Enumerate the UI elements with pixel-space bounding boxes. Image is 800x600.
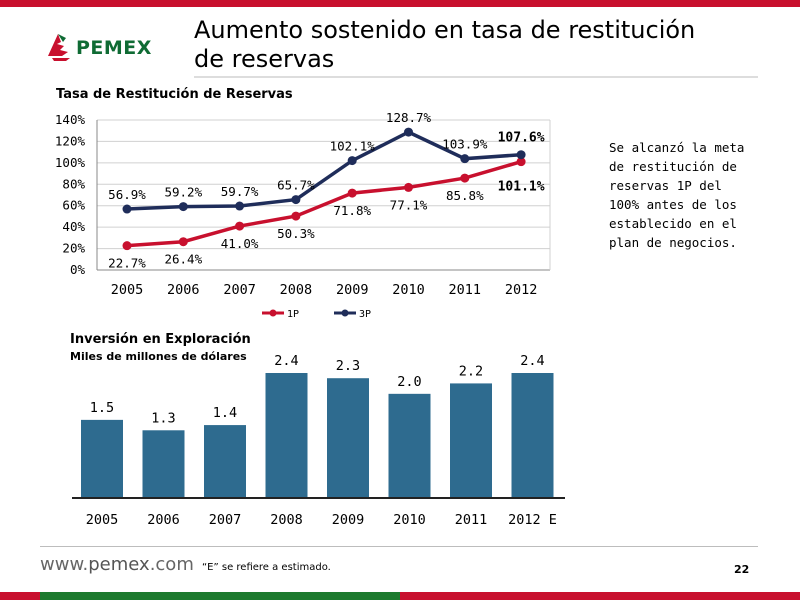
x-tick-label: 2008 bbox=[270, 512, 303, 528]
bar-value-label: 2.4 bbox=[274, 353, 298, 369]
reserves-chart-title: Tasa de Restitución de Reservas bbox=[56, 87, 293, 102]
bar bbox=[142, 430, 185, 498]
bar bbox=[81, 419, 123, 498]
data-label-3P: 102.1% bbox=[330, 139, 376, 154]
investment-chart-title: Inversión en Exploración bbox=[70, 332, 251, 347]
legend-swatch-marker bbox=[269, 309, 277, 317]
footer-url[interactable]: www.pemex.com bbox=[40, 554, 194, 575]
legend-label: 1P bbox=[287, 309, 299, 320]
data-label-1P: 85.8% bbox=[446, 188, 484, 203]
data-label-1P: 101.1% bbox=[498, 180, 545, 195]
y-tick-label: 20% bbox=[62, 241, 85, 256]
x-tick-label: 2011 bbox=[449, 282, 482, 298]
investment-chart-subtitle: Miles de millones de dólares bbox=[70, 350, 247, 363]
data-label-3P: 107.6% bbox=[498, 131, 545, 146]
data-label-1P: 77.1% bbox=[390, 197, 428, 212]
x-tick-label: 2006 bbox=[147, 512, 180, 528]
y-tick-label: 80% bbox=[62, 176, 85, 191]
bar bbox=[450, 383, 492, 498]
x-tick-label: 2007 bbox=[209, 512, 242, 528]
investment-bar-chart: 1.5 2005 1.3 2006 1.4 2007 2.4 2008 2.3 2009 2.0 20… bbox=[72, 353, 565, 528]
data-point-3P bbox=[235, 201, 245, 211]
x-tick-label: 2010 bbox=[393, 512, 426, 528]
data-label-1P: 41.0% bbox=[221, 236, 259, 251]
brand-name: PEMEX bbox=[76, 37, 152, 59]
note-text: Se alcanzó la meta de restitución de res… bbox=[609, 140, 745, 250]
data-point-3P bbox=[516, 150, 526, 160]
x-tick-label: 2008 bbox=[280, 282, 313, 298]
x-tick-label: 2012 bbox=[505, 282, 538, 298]
title-divider bbox=[194, 76, 758, 78]
pemex-logo: PEMEX bbox=[44, 28, 184, 68]
y-tick-label: 140% bbox=[55, 112, 86, 127]
data-point-3P bbox=[122, 204, 132, 214]
bar bbox=[327, 378, 369, 498]
x-tick-label: 2009 bbox=[336, 282, 369, 298]
bar bbox=[388, 393, 431, 498]
bar bbox=[204, 425, 246, 498]
data-point-1P bbox=[178, 237, 188, 247]
data-label-3P: 56.9% bbox=[108, 187, 146, 202]
data-label-3P: 59.2% bbox=[164, 185, 202, 200]
data-label-3P: 128.7% bbox=[386, 110, 432, 125]
legend-swatch-marker bbox=[341, 309, 349, 317]
page-number: 22 bbox=[734, 563, 750, 576]
y-tick-label: 120% bbox=[55, 133, 86, 148]
footer-divider bbox=[40, 546, 758, 547]
data-label-3P: 59.7% bbox=[221, 184, 259, 199]
pemex-eagle-icon bbox=[48, 34, 70, 61]
series-line-1P bbox=[126, 159, 522, 248]
bar-value-label: 1.4 bbox=[213, 405, 237, 421]
y-tick-label: 60% bbox=[62, 198, 85, 213]
y-tick-label: 40% bbox=[62, 219, 85, 234]
bottom-accent-bar bbox=[0, 592, 800, 600]
bar bbox=[265, 373, 308, 498]
data-label-1P: 26.4% bbox=[164, 252, 202, 267]
footnote: “E” se refiere a estimado. bbox=[202, 562, 331, 573]
data-label-1P: 50.3% bbox=[277, 226, 315, 241]
x-tick-label: 2005 bbox=[111, 282, 144, 298]
bottom-green-bar bbox=[40, 592, 400, 600]
data-point-3P bbox=[404, 127, 413, 137]
data-label-1P: 22.7% bbox=[108, 256, 146, 271]
y-tick-label: 100% bbox=[55, 155, 86, 170]
x-tick-label: 2010 bbox=[392, 282, 425, 298]
data-label-1P: 71.8% bbox=[333, 203, 371, 218]
x-tick-label: 2005 bbox=[86, 512, 119, 528]
bar-value-label: 1.3 bbox=[151, 410, 175, 426]
legend-label: 3P bbox=[359, 309, 371, 320]
bar-value-label: 2.3 bbox=[336, 358, 360, 374]
bar bbox=[511, 373, 554, 498]
x-tick-label: 2007 bbox=[223, 282, 256, 298]
bar-value-label: 2.0 bbox=[397, 374, 421, 390]
x-tick-label: 2012 E bbox=[508, 512, 557, 528]
data-point-3P bbox=[291, 195, 301, 205]
data-label-3P: 65.7% bbox=[277, 178, 315, 193]
data-point-1P bbox=[460, 173, 470, 183]
bar-value-label: 2.2 bbox=[459, 363, 483, 379]
data-point-1P bbox=[235, 221, 245, 231]
x-tick-label: 2009 bbox=[332, 512, 365, 528]
data-point-1P bbox=[291, 211, 301, 221]
bar-value-label: 1.5 bbox=[90, 400, 114, 416]
data-point-3P bbox=[460, 154, 470, 164]
page-title: Aumento sostenido en tasa de restitución… bbox=[194, 16, 696, 73]
series-line-3P bbox=[126, 130, 522, 211]
data-point-3P bbox=[178, 202, 188, 212]
top-accent-bar bbox=[0, 0, 800, 7]
x-tick-label: 2006 bbox=[167, 282, 200, 298]
data-point-1P bbox=[516, 157, 526, 167]
data-label-3P: 103.9% bbox=[442, 137, 488, 152]
bar-value-label: 2.4 bbox=[520, 353, 544, 369]
data-point-1P bbox=[122, 241, 132, 251]
x-tick-label: 2011 bbox=[455, 512, 488, 528]
data-point-1P bbox=[404, 182, 413, 192]
y-tick-label: 0% bbox=[70, 262, 86, 277]
data-point-3P bbox=[347, 156, 357, 166]
reserves-line-chart: 0% 20% 40% 60% 80% 100% 120% 140% 2005 2006 2007 20… bbox=[55, 110, 551, 320]
data-point-1P bbox=[347, 188, 357, 198]
